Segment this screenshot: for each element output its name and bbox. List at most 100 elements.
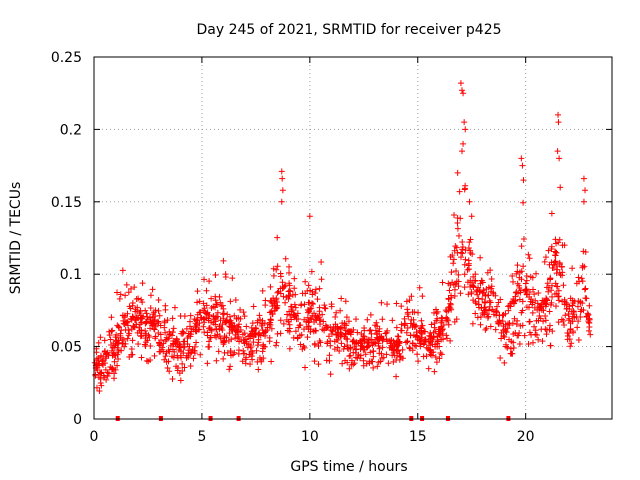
data-point: [136, 309, 143, 316]
data-point: [366, 327, 373, 334]
data-point: [549, 264, 556, 271]
data-point: [493, 309, 500, 316]
data-point: [457, 80, 464, 87]
data-point: [308, 300, 315, 307]
data-point: [379, 344, 386, 351]
data-point: [179, 367, 186, 374]
data-point: [564, 301, 571, 308]
data-point: [103, 376, 110, 383]
data-point: [157, 331, 164, 338]
data-point: [537, 315, 544, 322]
data-point: [555, 293, 562, 300]
data-point: [363, 336, 370, 343]
data-point: [166, 368, 173, 375]
data-point: [128, 351, 135, 358]
x-tick-label: 10: [301, 429, 319, 445]
data-point: [431, 368, 438, 375]
data-point: [561, 242, 568, 249]
data-point: [270, 272, 277, 279]
data-point: [201, 305, 208, 312]
data-point: [319, 311, 326, 318]
data-point: [352, 354, 359, 361]
data-point: [416, 284, 423, 291]
data-point: [354, 329, 361, 336]
data-point: [534, 300, 541, 307]
data-point: [114, 340, 121, 347]
data-point: [167, 342, 174, 349]
data-point: [240, 350, 247, 357]
data-point: [358, 342, 365, 349]
data-point: [219, 302, 226, 309]
data-point: [544, 280, 551, 287]
data-point: [220, 257, 227, 264]
data-point: [221, 349, 228, 356]
data-point: [575, 318, 582, 325]
data-point: [543, 331, 550, 338]
data-point: [285, 318, 292, 325]
data-point: [169, 315, 176, 322]
data-point: [125, 289, 132, 296]
data-point: [453, 280, 460, 287]
data-point: [532, 297, 539, 304]
data-point: [311, 358, 318, 365]
data-point: [280, 293, 287, 300]
data-point: [379, 337, 386, 344]
data-point: [220, 341, 227, 348]
data-point: [352, 345, 359, 352]
data-point: [271, 307, 278, 314]
data-point: [488, 276, 495, 283]
data-point: [92, 371, 99, 378]
data-point: [174, 367, 181, 374]
data-point: [446, 287, 453, 294]
data-point: [323, 323, 330, 330]
data-point: [266, 338, 273, 345]
data-point: [428, 321, 435, 328]
data-point: [398, 327, 405, 334]
data-point: [253, 325, 260, 332]
data-point: [533, 317, 540, 324]
data-point: [367, 326, 374, 333]
data-point: [98, 382, 105, 389]
data-point: [409, 347, 416, 354]
data-point: [579, 278, 586, 285]
data-point: [188, 325, 195, 332]
data-point: [546, 308, 553, 315]
axis-ticks: [93, 56, 612, 420]
data-point: [520, 236, 527, 243]
data-point: [314, 296, 321, 303]
data-point: [486, 303, 493, 310]
data-point: [234, 335, 241, 342]
y-axis-label: SRMTID / TECUs: [8, 182, 24, 295]
data-point: [378, 350, 385, 357]
data-point: [264, 324, 271, 331]
data-point: [367, 349, 374, 356]
data-point: [339, 360, 346, 367]
data-point: [472, 300, 479, 307]
data-point: [338, 340, 345, 347]
data-point: [523, 273, 530, 280]
data-point: [539, 338, 546, 345]
data-point: [374, 335, 381, 342]
data-point: [240, 309, 247, 316]
x-axis-label: GPS time / hours: [290, 459, 407, 475]
data-point: [181, 313, 188, 320]
data-point: [454, 225, 461, 232]
data-point: [350, 338, 357, 345]
data-point: [518, 155, 525, 162]
data-point: [212, 321, 219, 328]
data-point: [118, 327, 125, 334]
data-point: [201, 319, 208, 326]
data-point: [287, 312, 294, 319]
data-point: [111, 358, 118, 365]
data-point: [360, 332, 367, 339]
data-point: [170, 325, 177, 332]
data-point: [484, 269, 491, 276]
data-point: [370, 348, 377, 355]
data-point: [393, 373, 400, 380]
data-point: [302, 364, 309, 371]
data-point: [319, 326, 326, 333]
data-point: [516, 341, 523, 348]
data-point: [415, 309, 422, 316]
data-point: [311, 340, 318, 347]
